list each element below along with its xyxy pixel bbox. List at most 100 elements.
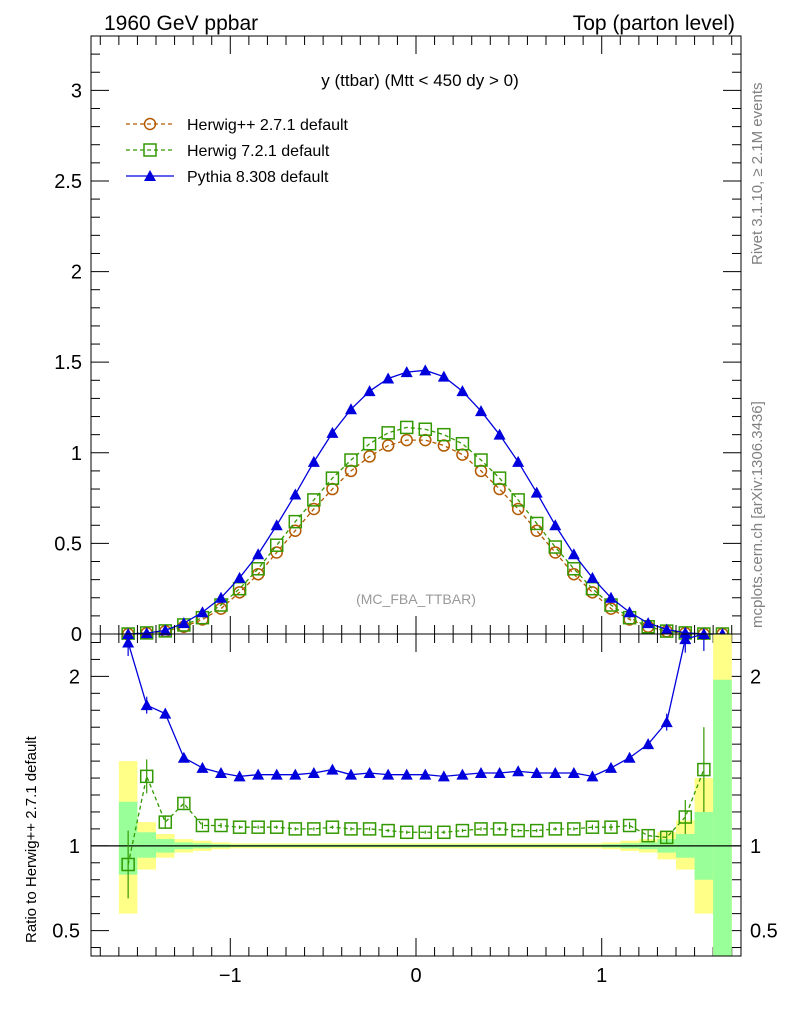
header-left: 1960 GeV ppbar <box>104 12 258 35</box>
legend-entry-herwig7: Herwig 7.2.1 default <box>126 143 330 160</box>
data-point-triangle <box>456 385 469 397</box>
y-tick-label: 2.5 <box>54 171 82 193</box>
ratio-y-tick-label: 0.5 <box>52 921 80 943</box>
data-point-square <box>437 825 451 840</box>
data-point-square <box>251 820 265 834</box>
main-series <box>121 364 730 640</box>
data-point-triangle <box>400 768 413 780</box>
data-point-triangle <box>530 766 543 778</box>
data-point-triangle <box>549 519 562 531</box>
data-point-triangle <box>586 770 599 782</box>
ratio-ylabel: Ratio to Herwig++ 2.7.1 default <box>23 735 40 943</box>
axis-ticks: 0 0.5 1 1.5 2 2.5 3 −1 0 1 0.5 0.5 1 1 2 2 <box>52 36 778 987</box>
data-point-square <box>307 493 321 507</box>
data-point-circle <box>270 546 283 559</box>
data-point-triangle <box>437 370 450 382</box>
data-point-triangle <box>122 636 135 648</box>
data-point-triangle <box>642 738 655 750</box>
data-point-square <box>474 453 488 467</box>
data-point-square <box>399 420 414 435</box>
data-point-triangle <box>512 765 525 777</box>
legend-circle-marker <box>143 117 157 131</box>
data-point-square <box>325 471 340 485</box>
data-point-triangle <box>307 455 320 467</box>
data-point-triangle <box>567 548 580 560</box>
data-point-triangle <box>530 486 543 498</box>
data-point-triangle <box>623 606 636 618</box>
data-point-circle <box>511 502 525 516</box>
data-point-square <box>585 820 600 834</box>
data-point-circle <box>381 439 395 452</box>
ratio-line-1 <box>127 634 705 778</box>
data-point-circle <box>456 448 469 461</box>
data-point-square <box>288 514 303 529</box>
data-point-triangle <box>475 405 487 417</box>
data-point-triangle <box>512 455 525 467</box>
data-point-triangle <box>215 766 227 778</box>
data-point-triangle <box>437 770 450 782</box>
data-point-triangle <box>567 766 580 778</box>
ratio-y-tick-label: 1 <box>69 836 80 858</box>
data-point-square <box>697 762 711 777</box>
data-point-square <box>511 823 525 838</box>
data-point-square <box>158 815 173 829</box>
data-point-triangle <box>660 716 673 728</box>
data-point-triangle <box>456 768 469 780</box>
legend-label-pythia: Pythia 8.308 default <box>187 169 329 186</box>
data-point-square <box>659 830 674 845</box>
data-point-triangle <box>140 627 153 639</box>
data-point-triangle <box>642 617 655 629</box>
data-point-square <box>529 823 544 838</box>
data-point-circle <box>530 524 543 537</box>
ratio-y-tick-label-right: 2 <box>750 666 761 688</box>
data-point-square <box>269 538 284 552</box>
ratio-band-green <box>713 679 732 956</box>
data-point-triangle <box>400 366 413 378</box>
data-point-triangle <box>196 606 209 618</box>
legend-entry-herwigpp: Herwig++ 2.7.1 default <box>126 117 349 134</box>
data-point-triangle <box>289 768 302 780</box>
legend-entry-pythia: Pythia 8.308 default <box>126 169 329 186</box>
data-point-square <box>269 820 284 834</box>
legend-label-herwigpp: Herwig++ 2.7.1 default <box>187 117 349 134</box>
ratio-frame <box>90 633 742 957</box>
data-point-triangle <box>345 768 357 780</box>
data-point-circle <box>289 524 302 537</box>
data-point-circle <box>437 439 451 452</box>
data-point-triangle <box>382 372 395 384</box>
x-tick-label: 1 <box>596 965 607 987</box>
data-point-triangle <box>345 403 357 415</box>
ratio-band-green <box>137 832 156 858</box>
x-tick-label: −1 <box>219 965 242 987</box>
data-point-circle <box>400 433 413 447</box>
ratio-y-tick-label-right: 0.5 <box>750 921 778 943</box>
y-tick-label: 0 <box>71 624 82 646</box>
data-point-triangle <box>326 763 339 775</box>
data-point-square <box>214 818 228 833</box>
data-point-square <box>139 769 154 784</box>
data-point-triangle <box>660 623 673 635</box>
data-point-square <box>437 427 451 442</box>
legend-label-herwig7: Herwig 7.2.1 default <box>187 143 330 160</box>
y-tick-label: 1.5 <box>54 352 82 374</box>
data-point-square <box>177 796 191 811</box>
data-point-triangle <box>307 766 320 778</box>
ratio-series <box>121 634 711 899</box>
data-point-square <box>381 426 395 440</box>
legend: Herwig++ 2.7.1 default Herwig 7.2.1 defa… <box>126 117 349 186</box>
data-point-triangle <box>177 751 190 763</box>
data-point-square <box>195 818 210 833</box>
data-point-square <box>567 822 581 836</box>
ratio-panel <box>90 633 742 957</box>
data-point-triangle <box>196 761 209 773</box>
data-point-triangle <box>697 634 710 639</box>
data-point-triangle <box>623 751 636 763</box>
ratio-line-0 <box>127 769 705 865</box>
data-point-triangle <box>382 768 395 780</box>
header-right: Top (parton level) <box>573 12 735 35</box>
data-point-circle <box>307 502 321 516</box>
data-point-square <box>622 818 637 833</box>
data-point-square <box>548 822 563 836</box>
data-point-square <box>288 822 303 836</box>
data-point-square <box>418 825 433 840</box>
